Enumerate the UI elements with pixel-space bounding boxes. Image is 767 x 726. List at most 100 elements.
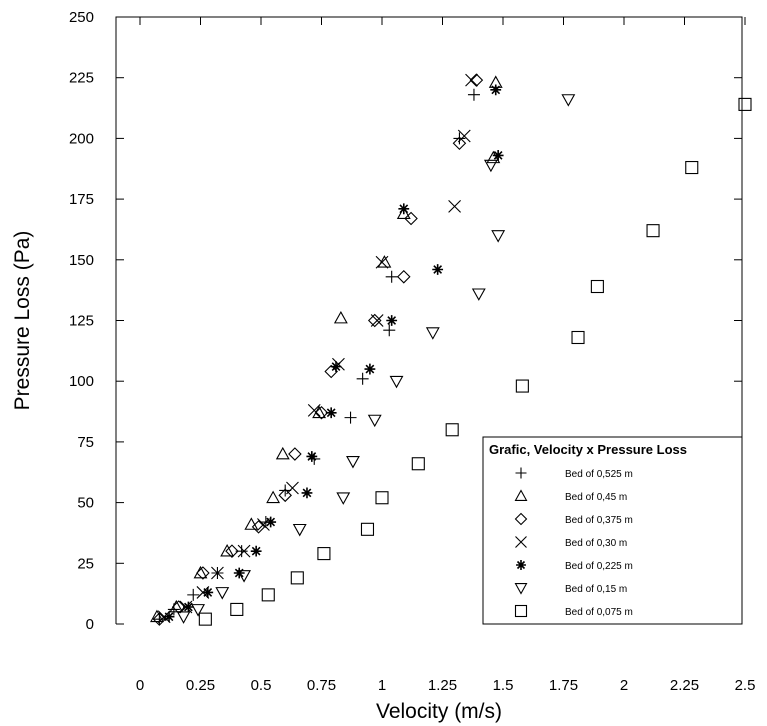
data-point: [432, 264, 444, 275]
legend-label: Bed of 0,525 m: [565, 469, 633, 480]
data-point: [250, 545, 262, 557]
data-point: [471, 288, 486, 301]
data-point: [646, 224, 660, 238]
data-point: [453, 132, 466, 145]
data-point: [561, 94, 576, 107]
data-point: [183, 601, 194, 613]
data-point: [514, 604, 528, 618]
legend-item: Bed of 0,15 m: [514, 583, 627, 595]
data-point: [324, 364, 338, 379]
data-point: [590, 279, 604, 294]
data-point: [288, 447, 302, 461]
data-point: [397, 270, 411, 284]
data-point: [483, 159, 498, 173]
y-axis: 0 25 50 75 100 125 150 175 200 225 250: [69, 9, 742, 633]
data-point: [230, 602, 244, 616]
data-point: [516, 560, 526, 570]
data-point: [367, 414, 382, 428]
x-tick-label: 2: [620, 677, 628, 694]
data-point: [215, 587, 230, 600]
data-point: [364, 363, 376, 375]
data-point: [490, 84, 502, 96]
data-point: [448, 199, 461, 213]
data-point: [278, 488, 292, 503]
legend-label: Bed of 0,30 m: [565, 538, 627, 549]
data-point: [292, 523, 307, 537]
y-tick-label: 225: [69, 70, 94, 87]
legend-item: Bed of 0,30 m: [515, 536, 627, 549]
data-point: [514, 489, 528, 501]
data-point: [492, 149, 504, 161]
data-point: [314, 405, 329, 420]
data-point: [375, 255, 389, 269]
data-point: [187, 588, 200, 601]
data-point: [515, 467, 527, 479]
x-axis-title: Velocity (m/s): [376, 700, 502, 723]
data-point: [389, 375, 404, 389]
data-point: [237, 544, 251, 558]
x-tick-label: 0.25: [186, 677, 215, 694]
y-tick-label: 175: [69, 191, 94, 208]
legend-item: Bed of 0,225 m: [516, 560, 633, 572]
data-point: [445, 423, 459, 437]
data-point: [515, 536, 527, 548]
data-point: [467, 88, 480, 101]
data-point: [244, 517, 259, 530]
data-point: [346, 455, 360, 469]
data-point: [237, 570, 251, 583]
data-point: [265, 516, 277, 528]
data-point: [370, 314, 384, 327]
x-tick-label: 0: [136, 677, 144, 694]
legend-items: Bed of 0,525 m Bed of 0,45 m Bed of 0,375 …: [514, 467, 633, 618]
legend-label: Bed of 0,075 m: [565, 607, 633, 618]
series-bed-of-0-375-m: [152, 73, 484, 626]
legend-label: Bed of 0,15 m: [565, 584, 627, 595]
data-point: [404, 211, 418, 226]
y-tick-label: 250: [69, 9, 94, 26]
data-point: [375, 491, 389, 505]
data-point: [452, 136, 467, 151]
data-point: [344, 411, 357, 424]
x-tick-label: 0.5: [251, 677, 272, 694]
data-point: [515, 379, 529, 393]
data-point: [383, 324, 396, 337]
y-tick-label: 25: [77, 555, 94, 572]
legend-box: [482, 436, 743, 625]
data-point: [163, 611, 175, 623]
data-point: [571, 330, 585, 345]
series-bed-of-0-15-m: [176, 94, 576, 624]
data-point: [290, 571, 304, 585]
data-point: [317, 547, 331, 561]
x-tick-label: 1: [378, 677, 386, 694]
data-point: [411, 457, 425, 471]
data-point: [275, 446, 290, 460]
legend-item: Bed of 0,375 m: [514, 512, 633, 526]
legend-item: Bed of 0,525 m: [515, 467, 633, 480]
data-point: [251, 520, 266, 534]
data-point: [385, 270, 398, 283]
data-point: [325, 407, 337, 419]
data-point: [191, 604, 206, 617]
legend-item: Bed of 0,075 m: [514, 604, 633, 618]
data-point: [198, 612, 212, 626]
data-point: [469, 73, 484, 87]
data-point: [330, 361, 342, 373]
series-bed-of-0-225-m: [163, 84, 504, 623]
legend-label: Bed of 0,375 m: [565, 515, 633, 526]
x-tick-label: 2.5: [735, 677, 756, 694]
data-point: [333, 310, 348, 324]
data-point: [514, 512, 528, 526]
data-point: [266, 490, 281, 504]
data-point: [465, 73, 478, 87]
data-point: [307, 403, 321, 417]
series-bed-of-0-075-m: [198, 97, 752, 626]
series-bed-of-0-525-m: [153, 88, 480, 626]
y-tick-label: 0: [86, 616, 94, 633]
data-point: [257, 518, 270, 531]
data-point: [225, 544, 239, 558]
data-point: [396, 206, 411, 220]
y-tick-label: 50: [77, 495, 94, 512]
y-axis-title: Pressure Loss (Pa): [11, 231, 34, 411]
data-point: [286, 481, 299, 495]
